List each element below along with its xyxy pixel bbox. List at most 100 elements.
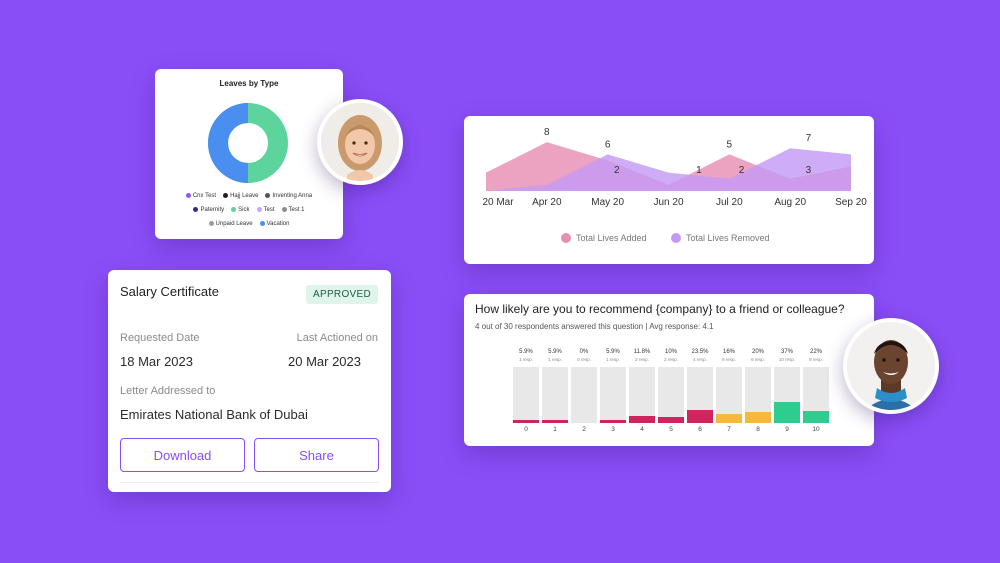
bar-track bbox=[745, 367, 771, 423]
legend-dot-icon bbox=[259, 221, 265, 226]
leaves-by-type-card: Leaves by Type Cnx Test Hajj Leave Inventi… bbox=[155, 69, 343, 239]
bar-track bbox=[658, 367, 684, 423]
requested-date-value: 18 Mar 2023 bbox=[120, 354, 193, 369]
data-label: 2 bbox=[739, 165, 745, 176]
bar-response-count: 0 resp. bbox=[577, 357, 591, 362]
x-tick-label: Aug 20 bbox=[774, 197, 806, 208]
bar-response-count: 1 resp. bbox=[606, 357, 620, 362]
data-label: 1 bbox=[696, 165, 702, 176]
bar-track bbox=[803, 367, 829, 423]
nps-survey-card: How likely are you to recommend {company… bbox=[464, 294, 874, 446]
leaves-donut-chart bbox=[208, 103, 288, 183]
bar-value-label: 23.5% bbox=[691, 349, 709, 355]
legend-dot-icon bbox=[265, 193, 271, 198]
bar-fill bbox=[600, 419, 626, 423]
legend-dot-icon bbox=[223, 193, 229, 198]
nps-bar-column: 10% 2 resp. 5 bbox=[658, 349, 684, 433]
nps-bar-column: 22% 8 resp. 10 bbox=[803, 349, 829, 433]
leaves-chart-title: Leaves by Type bbox=[219, 79, 279, 88]
nps-bar-column: 37% 10 resp. 9 bbox=[774, 349, 800, 433]
nps-bar-column: 5.9% 1 resp. 1 bbox=[542, 349, 568, 433]
bar-value-label: 11.8% bbox=[633, 349, 651, 355]
bar-value-label: 5.9% bbox=[606, 349, 620, 355]
bar-value-label: 20% bbox=[751, 349, 764, 355]
download-button[interactable]: Download bbox=[120, 438, 245, 472]
bar-response-count: 1 resp. bbox=[519, 357, 533, 362]
bar-fill bbox=[745, 411, 771, 423]
employee-avatar-woman bbox=[317, 99, 403, 185]
bar-category-label: 10 bbox=[812, 426, 820, 433]
x-tick-label: Jul 20 bbox=[716, 197, 743, 208]
nps-bar-column: 20% 6 resp. 8 bbox=[745, 349, 771, 433]
legend-label: Paternity bbox=[200, 207, 225, 214]
data-label: 5 bbox=[727, 139, 733, 150]
x-tick-label: Sep 20 bbox=[835, 197, 867, 208]
bar-value-label: 5.9% bbox=[519, 349, 533, 355]
bar-value-label: 37% bbox=[780, 349, 793, 355]
legend-item-hajj-leave: Hajj Leave bbox=[223, 193, 258, 199]
lives-area-chart: 8 6 2 1 5 2 7 3 20 Mar Apr 20 May 20 Jun 20 Jul 20 Au… bbox=[482, 127, 867, 243]
bar-category-label: 6 bbox=[698, 426, 702, 433]
bar-category-label: 7 bbox=[727, 426, 731, 433]
legend-row-1: Cnx Test Hajj Leave Inventing Anna bbox=[161, 193, 337, 199]
nps-bar-column: 16% 6 resp. 7 bbox=[716, 349, 742, 433]
bar-category-label: 4 bbox=[640, 426, 644, 433]
bar-category-label: 9 bbox=[785, 426, 789, 433]
bar-fill bbox=[513, 419, 539, 423]
bar-response-count: 6 resp. bbox=[722, 357, 736, 362]
letter-addressed-value: Emirates National Bank of Dubai bbox=[120, 407, 308, 422]
bar-category-label: 8 bbox=[756, 426, 760, 433]
man-portrait-icon bbox=[847, 322, 935, 410]
legend-item-test-1: Test 1 bbox=[281, 207, 305, 213]
legend-item-inventing-anna: Inventing Anna bbox=[265, 193, 312, 199]
x-tick-label: Jun 20 bbox=[653, 197, 683, 208]
legend-item-unpaid-leave: Unpaid Leave bbox=[208, 221, 253, 228]
legend-label: Test bbox=[263, 207, 275, 214]
legend-dot-icon bbox=[193, 207, 199, 212]
legend-row-3: Unpaid Leave Vacation bbox=[161, 221, 337, 227]
bar-fill bbox=[629, 416, 655, 423]
survey-question: How likely are you to recommend {company… bbox=[475, 302, 845, 316]
legend-label: Sick bbox=[238, 207, 250, 214]
x-tick-label: 20 Mar bbox=[482, 197, 514, 208]
bar-value-label: 10% bbox=[664, 349, 677, 355]
legend-item-cnx-test: Cnx Test bbox=[185, 193, 217, 200]
x-tick-label: Apr 20 bbox=[532, 197, 562, 208]
legend-item-paternity: Paternity bbox=[193, 207, 224, 213]
bar-fill bbox=[687, 409, 713, 423]
bar-response-count: 2 resp. bbox=[664, 357, 678, 362]
bar-track bbox=[774, 367, 800, 423]
salary-certificate-card: Salary Certificate APPROVED Requested Da… bbox=[108, 270, 391, 492]
employee-avatar-man bbox=[843, 318, 939, 414]
donut-slice-vacation bbox=[208, 103, 249, 183]
card-divider bbox=[120, 482, 379, 483]
bar-response-count: 6 resp. bbox=[751, 357, 765, 362]
legend-label: Inventing Anna bbox=[272, 193, 313, 200]
bar-value-label: 16% bbox=[722, 349, 735, 355]
nps-bar-column: 0% 0 resp. 2 bbox=[571, 349, 597, 433]
bar-fill bbox=[716, 414, 742, 423]
bar-response-count: 1 resp. bbox=[548, 357, 562, 362]
bar-fill bbox=[803, 410, 829, 423]
data-label: 3 bbox=[806, 165, 812, 176]
legend-label: Hajj Leave bbox=[230, 193, 259, 200]
nps-bar-column: 5.9% 1 resp. 0 bbox=[513, 349, 539, 433]
legend-item-sick: Sick bbox=[231, 207, 250, 214]
bar-response-count: 10 resp. bbox=[778, 357, 796, 362]
data-label: 8 bbox=[544, 127, 550, 138]
legend-label: Unpaid Leave bbox=[215, 221, 253, 228]
bar-fill bbox=[542, 419, 568, 423]
legend-item-vacation: Vacation bbox=[259, 221, 289, 227]
legend-label: Cnx Test bbox=[192, 193, 217, 200]
lives-chart-card: 8 6 2 1 5 2 7 3 20 Mar Apr 20 May 20 Jun 20 Jul 20 Au… bbox=[464, 116, 874, 264]
nps-bar-column: 11.8% 2 resp. 4 bbox=[629, 349, 655, 433]
legend-dot-icon bbox=[208, 221, 214, 226]
bar-category-label: 0 bbox=[524, 426, 528, 433]
legend-dot-icon bbox=[561, 233, 571, 243]
last-actioned-label: Last Actioned on bbox=[296, 332, 378, 344]
bar-response-count: 2 resp. bbox=[635, 357, 649, 362]
share-button[interactable]: Share bbox=[254, 438, 379, 472]
bar-track bbox=[542, 367, 568, 423]
legend-dot-icon bbox=[671, 233, 681, 243]
bar-value-label: 22% bbox=[809, 349, 822, 355]
